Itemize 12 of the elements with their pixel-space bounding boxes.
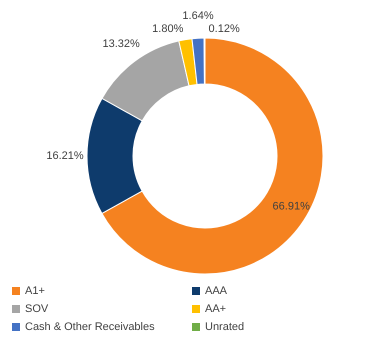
legend-label: AAA bbox=[205, 284, 228, 297]
legend-label: SOV bbox=[25, 302, 49, 315]
legend-label: Unrated bbox=[205, 320, 244, 333]
data-label: 16.21% bbox=[46, 150, 84, 162]
data-label: 0.12% bbox=[208, 22, 240, 35]
data-label: 13.32% bbox=[102, 38, 140, 50]
data-label: 1.80% bbox=[152, 22, 184, 35]
legend-label: Cash & Other Receivables bbox=[25, 320, 156, 333]
data-label: 66.91% bbox=[272, 200, 310, 213]
data-label: 1.64% bbox=[182, 10, 214, 22]
legend-label: AA+ bbox=[205, 302, 226, 315]
legend-label: A1+ bbox=[25, 284, 45, 297]
